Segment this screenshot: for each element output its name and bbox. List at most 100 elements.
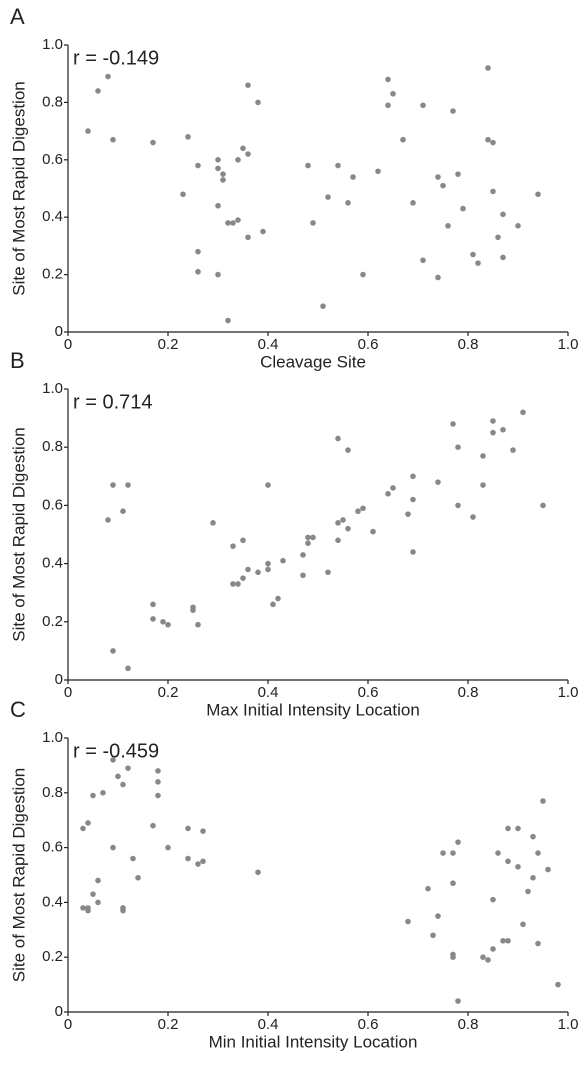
data-point bbox=[530, 874, 536, 881]
data-point bbox=[195, 268, 201, 275]
y-tick-label: 0.2 bbox=[42, 613, 63, 630]
data-point bbox=[80, 825, 86, 832]
data-point bbox=[410, 473, 416, 480]
data-point bbox=[515, 223, 521, 229]
data-point bbox=[540, 502, 546, 509]
data-point bbox=[185, 855, 191, 862]
x-axis-label: Max Initial Intensity Location bbox=[206, 700, 420, 719]
data-point bbox=[490, 139, 496, 146]
y-tick-label: 0.8 bbox=[42, 438, 63, 455]
data-point bbox=[90, 891, 96, 897]
y-tick-label: 0.6 bbox=[42, 496, 63, 513]
data-point bbox=[95, 899, 101, 906]
data-point bbox=[490, 896, 496, 903]
x-tick-label: 1.0 bbox=[558, 684, 579, 701]
data-point bbox=[455, 444, 461, 451]
y-tick-label: 0 bbox=[55, 671, 63, 688]
data-point bbox=[305, 162, 311, 169]
data-point bbox=[155, 768, 161, 774]
x-tick-label: 0.8 bbox=[458, 684, 479, 701]
data-point bbox=[215, 202, 221, 209]
data-point bbox=[400, 136, 406, 143]
y-tick-label: 1.0 bbox=[42, 380, 63, 397]
data-point bbox=[375, 168, 381, 175]
data-point bbox=[215, 271, 221, 278]
data-point bbox=[310, 220, 316, 226]
data-point bbox=[105, 517, 111, 523]
data-point bbox=[95, 877, 101, 884]
data-point bbox=[350, 174, 356, 180]
data-point bbox=[300, 552, 306, 558]
x-tick-label: 0.4 bbox=[258, 336, 279, 353]
data-point bbox=[300, 572, 306, 579]
data-point bbox=[335, 520, 341, 526]
data-point bbox=[230, 543, 236, 549]
data-point bbox=[345, 447, 351, 453]
data-point bbox=[320, 303, 326, 309]
data-point bbox=[150, 616, 156, 622]
data-point bbox=[505, 825, 511, 832]
data-point bbox=[125, 665, 131, 672]
data-point bbox=[265, 482, 271, 488]
y-tick-label: 0.4 bbox=[42, 208, 63, 225]
x-tick-label: 0.2 bbox=[158, 1016, 179, 1033]
data-point bbox=[520, 409, 526, 416]
x-axis-label: Cleavage Site bbox=[260, 352, 366, 371]
data-point bbox=[225, 317, 231, 324]
data-point bbox=[420, 102, 426, 109]
data-point bbox=[345, 200, 351, 206]
data-point bbox=[385, 102, 391, 109]
data-point bbox=[150, 139, 156, 146]
data-point bbox=[100, 790, 106, 796]
data-point bbox=[410, 549, 416, 555]
data-point bbox=[245, 566, 251, 573]
data-point bbox=[505, 937, 511, 944]
data-point bbox=[485, 136, 491, 143]
data-point bbox=[220, 177, 226, 183]
data-point bbox=[490, 418, 496, 424]
data-point bbox=[150, 601, 156, 608]
data-point bbox=[105, 73, 111, 80]
data-point bbox=[240, 145, 246, 152]
data-point bbox=[310, 534, 316, 541]
data-point bbox=[325, 194, 331, 200]
data-point bbox=[490, 429, 496, 436]
data-point bbox=[450, 880, 456, 887]
x-axis-label: Min Initial Intensity Location bbox=[209, 1032, 418, 1051]
y-tick-label: 0.2 bbox=[42, 266, 63, 283]
data-point bbox=[485, 65, 491, 71]
data-point bbox=[130, 855, 136, 862]
data-point bbox=[255, 569, 261, 576]
data-point bbox=[110, 482, 116, 488]
data-point bbox=[305, 534, 311, 541]
data-point bbox=[440, 182, 446, 189]
data-point bbox=[245, 82, 251, 88]
data-point bbox=[280, 557, 286, 564]
data-point bbox=[450, 850, 456, 856]
data-point bbox=[435, 174, 441, 180]
x-tick-label: 0.2 bbox=[158, 336, 179, 353]
data-point bbox=[495, 850, 501, 856]
x-tick-label: 1.0 bbox=[558, 336, 579, 353]
data-point bbox=[370, 528, 376, 535]
data-point bbox=[325, 569, 331, 576]
data-point bbox=[185, 825, 191, 832]
data-point bbox=[435, 913, 441, 919]
data-point bbox=[195, 861, 201, 867]
data-point bbox=[440, 850, 446, 856]
data-point bbox=[470, 514, 476, 520]
data-point bbox=[455, 502, 461, 509]
data-point bbox=[195, 162, 201, 169]
data-point bbox=[220, 171, 226, 177]
y-tick-label: 0.6 bbox=[42, 151, 63, 168]
data-point bbox=[455, 839, 461, 845]
annotation: r = -0.149 bbox=[73, 47, 159, 69]
data-point bbox=[405, 511, 411, 517]
data-point bbox=[520, 921, 526, 928]
data-point bbox=[470, 251, 476, 258]
data-point bbox=[430, 932, 436, 939]
data-point bbox=[195, 621, 201, 628]
data-point bbox=[255, 99, 261, 106]
x-tick-label: 0 bbox=[64, 336, 72, 353]
x-tick-label: 0.4 bbox=[258, 684, 279, 701]
